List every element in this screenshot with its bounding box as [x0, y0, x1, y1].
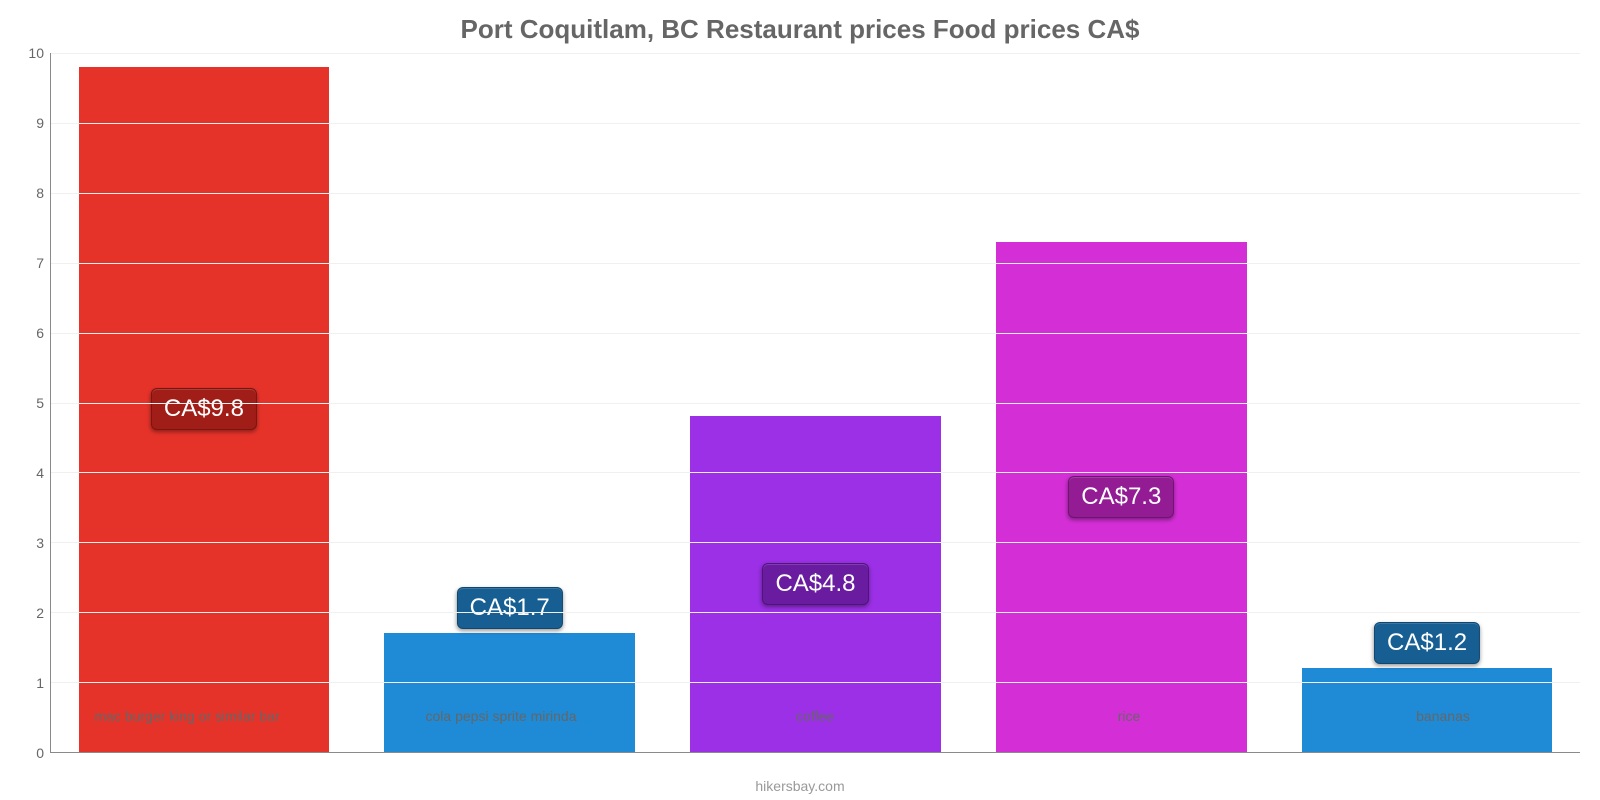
bar: CA$9.8	[79, 67, 330, 752]
grid-line	[51, 123, 1580, 124]
grid-line	[51, 263, 1580, 264]
y-tick-label: 8	[36, 185, 44, 201]
grid-line	[51, 333, 1580, 334]
price-bar-chart: Port Coquitlam, BC Restaurant prices Foo…	[0, 0, 1600, 800]
y-tick-label: 7	[36, 255, 44, 271]
y-tick-label: 9	[36, 115, 44, 131]
y-tick-label: 0	[36, 745, 44, 761]
grid-line	[51, 53, 1580, 54]
bar: CA$1.7	[384, 633, 635, 752]
bar-value-label: CA$7.3	[1068, 476, 1174, 518]
grid-line	[51, 682, 1580, 683]
y-tick-label: 10	[28, 45, 44, 61]
plot-area: CA$9.8 CA$1.7 CA$4.8 CA$7.3 CA$1.2	[50, 53, 1580, 753]
grid-line	[51, 193, 1580, 194]
y-tick-label: 5	[36, 395, 44, 411]
x-category-label: rice	[972, 702, 1286, 724]
x-category-label: mac burger king or similar bar	[30, 702, 344, 724]
x-category-label: coffee	[658, 702, 972, 724]
bar-value-label: CA$1.2	[1374, 622, 1480, 664]
bar-value-label: CA$4.8	[762, 563, 868, 605]
y-tick-label: 6	[36, 325, 44, 341]
grid-line	[51, 542, 1580, 543]
x-category-label: cola pepsi sprite mirinda	[344, 702, 658, 724]
y-tick-label: 2	[36, 605, 44, 621]
grid-line	[51, 403, 1580, 404]
grid-line	[51, 612, 1580, 613]
grid-line	[51, 472, 1580, 473]
chart-title: Port Coquitlam, BC Restaurant prices Foo…	[20, 14, 1580, 45]
source-label: hikersbay.com	[0, 778, 1600, 794]
y-tick-label: 1	[36, 675, 44, 691]
chart-body: 012345678910 CA$9.8CA$1.7CA$4.8CA$7.3CA$…	[20, 53, 1580, 753]
y-axis: 012345678910	[20, 53, 50, 753]
bar-value-label: CA$1.7	[457, 587, 563, 629]
x-category-label: bananas	[1286, 702, 1600, 724]
y-tick-label: 4	[36, 465, 44, 481]
bar-value-label: CA$9.8	[151, 388, 257, 430]
x-axis: mac burger king or similar barcola pepsi…	[30, 702, 1600, 724]
y-tick-label: 3	[36, 535, 44, 551]
bar: CA$7.3	[996, 242, 1247, 752]
